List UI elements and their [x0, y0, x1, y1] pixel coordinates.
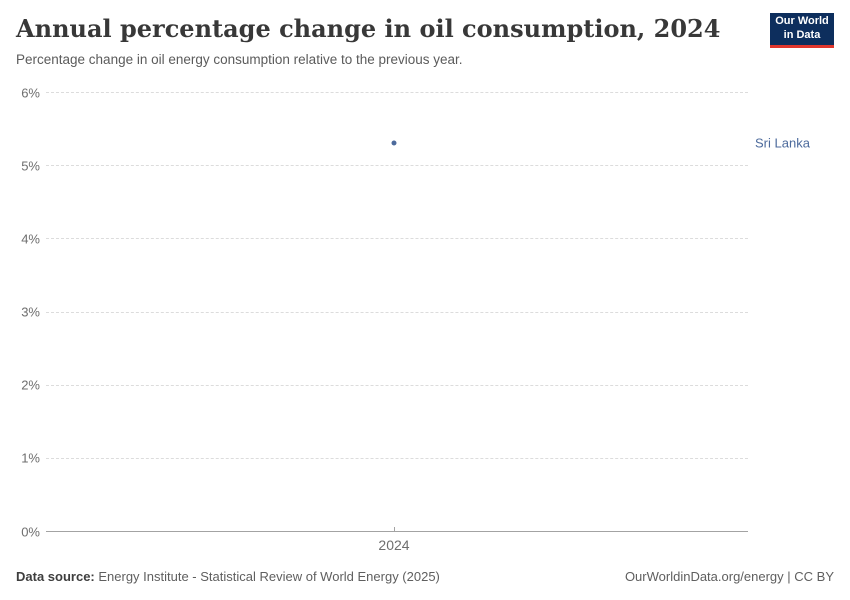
gridline [46, 165, 748, 167]
x-axis-tick [394, 527, 395, 531]
chart-footer: Data source: Energy Institute - Statisti… [16, 569, 834, 584]
gridline [46, 384, 748, 386]
owid-logo-line2: in Data [783, 29, 821, 41]
y-axis-tick-label: 0% [21, 524, 40, 539]
y-axis-tick-label: 3% [21, 304, 40, 320]
x-axis-tick-label: 2024 [378, 537, 410, 553]
gridline [46, 311, 748, 313]
page-subtitle: Percentage change in oil energy consumpt… [16, 52, 463, 67]
gridline [46, 457, 748, 459]
y-axis-tick-label: 5% [21, 158, 40, 174]
gridline [46, 92, 748, 93]
x-axis-line [46, 531, 748, 532]
page-title: Annual percentage change in oil consumpt… [16, 14, 721, 43]
gridline [46, 238, 748, 240]
data-source-note: Data source: Energy Institute - Statisti… [16, 569, 440, 584]
owid-logo[interactable]: Our World in Data [770, 13, 834, 48]
y-axis-tick-label: 4% [21, 231, 40, 247]
data-source-label: Data source: [16, 569, 95, 584]
data-point-sri-lanka[interactable] [391, 140, 397, 146]
credit-link[interactable]: OurWorldinData.org/energy | CC BY [624, 569, 834, 584]
data-source-text: Energy Institute - Statistical Review of… [94, 569, 440, 584]
y-axis-tick-label: 6% [21, 85, 40, 100]
entity-label-sri-lanka[interactable]: Sri Lanka [755, 135, 810, 151]
owid-logo-line1: Our World [775, 15, 829, 28]
y-axis-tick-label: 1% [21, 450, 40, 466]
y-axis-tick-label: 2% [21, 377, 40, 393]
